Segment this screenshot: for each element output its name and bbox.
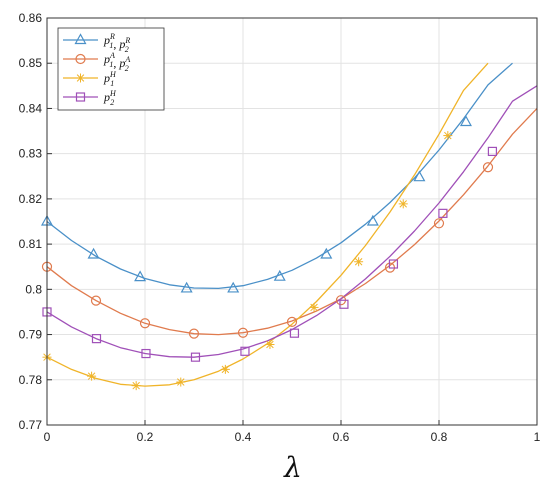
x-tick-label: 0.4 [235, 430, 252, 444]
series-4-point [289, 328, 300, 338]
x-tick-label: 0 [44, 430, 51, 444]
series-3-point [398, 199, 408, 209]
y-tick-label: 0.78 [19, 373, 43, 387]
x-tick-label: 1 [534, 430, 541, 444]
y-tick-label: 0.8 [25, 282, 42, 296]
y-tick-label: 0.82 [19, 192, 43, 206]
series-2-point [482, 162, 494, 173]
series-1-point [413, 170, 426, 182]
series-line-1 [46, 62, 513, 290]
series-3-point [87, 371, 97, 381]
legend-marker-4 [75, 92, 86, 102]
series-3-point [131, 381, 141, 391]
plot-frame [46, 17, 538, 426]
legend-marker-2 [75, 53, 86, 65]
legend-label-3: pH 1 [103, 70, 117, 88]
series-2-point [286, 316, 298, 327]
legend: pR 1, pR 2pA 1, pA 2pH 1pH 2 [57, 27, 165, 111]
series-1-point [366, 214, 379, 226]
legend-label-2: pA 1, pA 2 [103, 51, 130, 73]
series-4-point [388, 259, 399, 269]
legend-marker-3 [76, 73, 85, 83]
series-1-point [320, 247, 333, 259]
series-1-point [134, 270, 147, 282]
series-4-point [487, 146, 498, 157]
series-1-point [227, 281, 240, 293]
series-2-point [188, 328, 200, 339]
series-1-point [273, 269, 286, 281]
series-line-3 [46, 62, 489, 387]
series-4-point [190, 352, 201, 362]
x-axis-label: λ [283, 451, 302, 484]
legend-marker-1 [74, 33, 87, 45]
series-3-point [176, 377, 186, 387]
y-tick-label: 0.77 [19, 418, 43, 432]
legend-label-4: pH 2 [103, 89, 117, 107]
y-tick-label: 0.86 [19, 11, 43, 25]
series-2-point [433, 218, 445, 229]
series-2-point [139, 318, 151, 329]
series-4-point [91, 334, 102, 344]
x-tick-label: 0.8 [431, 430, 448, 444]
series-1-point [459, 115, 472, 127]
y-tick-label: 0.81 [19, 237, 43, 251]
y-tick-label: 0.85 [19, 56, 43, 70]
y-tick-label: 0.83 [19, 147, 43, 161]
series-4-point [240, 346, 250, 356]
series-3-point [309, 302, 319, 312]
series-3-point [443, 131, 453, 141]
series-line-4 [46, 85, 538, 358]
series-3-point [354, 257, 364, 267]
y-tick-label: 0.84 [19, 101, 43, 115]
series-3-point [265, 340, 275, 350]
legend-box [57, 27, 165, 111]
series-1-point [87, 247, 100, 259]
series-4-point [339, 299, 349, 309]
series-2-point [90, 295, 102, 306]
series-2-point [237, 327, 249, 338]
series-line-2 [46, 107, 538, 336]
series-4-point [438, 208, 448, 218]
axis-ticks: 0 0.2 0.4 0.6 0.8 10.770.780.790.80.810.820.8… [19, 11, 541, 444]
series-4-point [141, 348, 151, 359]
series-markers [40, 115, 498, 391]
series-1-point [180, 281, 193, 293]
x-tick-label: 0.6 [333, 430, 350, 444]
x-tick-label: 0.2 [137, 430, 154, 444]
legend-label-1: pR 1, pR 2 [103, 32, 130, 54]
series-3-point [220, 364, 230, 374]
y-tick-label: 0.79 [19, 328, 43, 342]
